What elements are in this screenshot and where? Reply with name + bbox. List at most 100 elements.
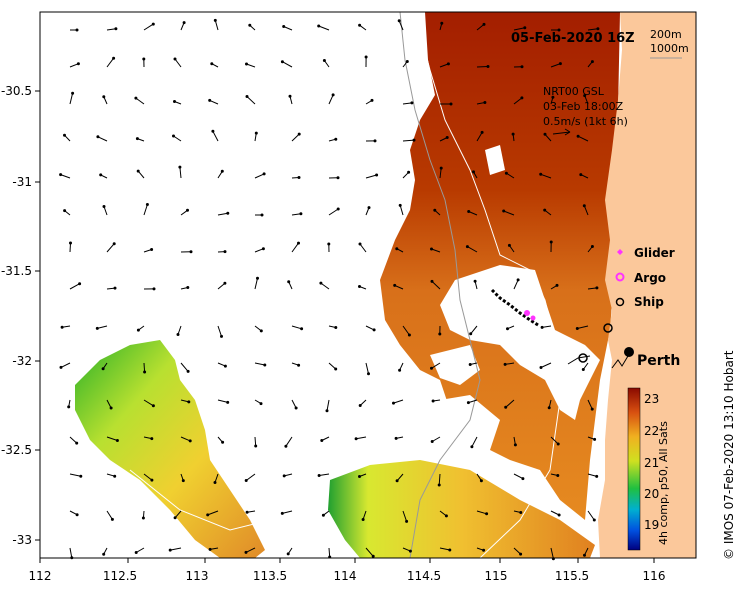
current-arrow-head xyxy=(483,101,487,104)
current-arrow-head xyxy=(168,548,172,552)
current-arrow xyxy=(174,58,182,68)
x-tick: 115.5 xyxy=(555,569,589,583)
current-arrow xyxy=(214,20,219,31)
colorbar-tick: 23 xyxy=(644,392,659,406)
current-time: 03-Feb 18:00Z xyxy=(543,100,624,113)
current-arrow xyxy=(254,248,264,253)
current-arrow-head xyxy=(502,209,506,213)
current-arrow-head xyxy=(110,517,114,521)
colorbar-gradient xyxy=(627,387,641,551)
current-arrow-head xyxy=(101,367,105,371)
current-arrow-head xyxy=(112,242,116,246)
current-arrow xyxy=(505,399,515,408)
current-arrow xyxy=(291,133,300,142)
current-arrow-head xyxy=(540,325,544,329)
current-arrow-head xyxy=(317,474,321,477)
current-arrow-head xyxy=(398,203,402,207)
current-arrow-head xyxy=(405,60,409,63)
current-arrow-head xyxy=(354,437,358,441)
perth-squiggle xyxy=(611,355,629,369)
current-arrow-head xyxy=(595,286,599,290)
current-arrow xyxy=(207,510,219,516)
current-arrow-head xyxy=(449,102,453,106)
current-arrow xyxy=(476,510,487,515)
current-arrow-head xyxy=(590,245,594,248)
current-arrow xyxy=(135,547,145,553)
current-arrow xyxy=(439,547,450,551)
current-arrow-head xyxy=(75,28,79,32)
current-arrow-head xyxy=(299,212,303,216)
current-arrow-head xyxy=(187,400,191,404)
map-title: 05-Feb-2020 16Z xyxy=(511,31,635,46)
current-arrow-head xyxy=(392,401,395,405)
current-arrow xyxy=(282,510,293,514)
current-arrow xyxy=(396,473,404,482)
current-arrow xyxy=(476,132,483,142)
current-arrow-head xyxy=(244,479,248,482)
city-label: Perth xyxy=(637,353,680,369)
current-arrow-head xyxy=(221,440,225,444)
current-arrow xyxy=(179,167,182,179)
current-arrow-head xyxy=(115,439,119,442)
current-arrow-head xyxy=(506,327,509,331)
y-tick: -30.5 xyxy=(1,84,32,98)
current-arrow xyxy=(69,93,74,105)
current-arrow-head xyxy=(136,328,140,332)
cloud-gap-3 xyxy=(440,395,500,470)
current-arrow xyxy=(431,248,441,253)
current-arrow-head xyxy=(371,554,375,558)
current-arrow-head xyxy=(433,208,437,212)
current-arrow-head xyxy=(79,474,83,478)
current-arrow-head xyxy=(593,437,597,441)
current-arrow-head xyxy=(430,366,433,370)
current-arrow xyxy=(320,282,330,290)
current-arrow-head xyxy=(210,62,214,66)
current-arrow-head xyxy=(595,474,599,478)
land-australia xyxy=(598,12,696,558)
current-arrow xyxy=(209,99,219,105)
current-arrow-head xyxy=(182,21,186,25)
colorbar-tick: 19 xyxy=(644,518,659,532)
colorbar-tick: 21 xyxy=(644,456,659,470)
current-arrow-head xyxy=(287,280,291,284)
current-arrow xyxy=(577,135,589,142)
current-arrow-head xyxy=(472,170,475,174)
contour-200m xyxy=(399,11,481,559)
current-arrow xyxy=(60,362,71,368)
current-arrow-head xyxy=(322,59,326,62)
current-arrow-head xyxy=(582,204,586,208)
current-arrow-head xyxy=(141,516,145,520)
colorbar-tick: 20 xyxy=(644,487,659,501)
current-arrow-head xyxy=(114,27,118,31)
current-arrow xyxy=(170,547,182,551)
current-arrow xyxy=(217,282,226,290)
current-arrow xyxy=(513,279,519,290)
current-arrow-head xyxy=(336,207,340,211)
current-arrow-head xyxy=(284,444,288,448)
current-arrow-head xyxy=(261,247,265,251)
current-arrow xyxy=(326,399,330,411)
current-arrow-head xyxy=(507,243,511,247)
legend-argo: Argo xyxy=(634,271,666,285)
contour-1000m xyxy=(414,11,561,559)
current-arrow xyxy=(431,281,441,290)
current-arrow xyxy=(540,362,552,368)
current-arrow xyxy=(399,205,404,216)
current-arrow-head xyxy=(521,477,525,481)
current-arrow xyxy=(318,25,330,31)
credit-text: © IMOS 07-Feb-2020 13:10 Hobart xyxy=(722,350,736,560)
current-arrow xyxy=(365,174,377,179)
current-arrow xyxy=(60,174,71,179)
current-arrow xyxy=(328,94,334,105)
current-arrow xyxy=(217,325,222,337)
current-arrow-head xyxy=(468,363,472,366)
sst-south-patch xyxy=(328,460,595,558)
x-tick: 113.5 xyxy=(253,569,287,583)
current-scale: 0.5m/s (1kt 6h) xyxy=(543,115,628,128)
current-arrow-head xyxy=(543,208,547,212)
current-arrow-head xyxy=(254,444,258,448)
current-arrow-head xyxy=(504,405,508,409)
current-arrow-head xyxy=(208,98,212,102)
scale-arrow-icon xyxy=(552,128,571,136)
current-arrow-head xyxy=(208,547,212,551)
